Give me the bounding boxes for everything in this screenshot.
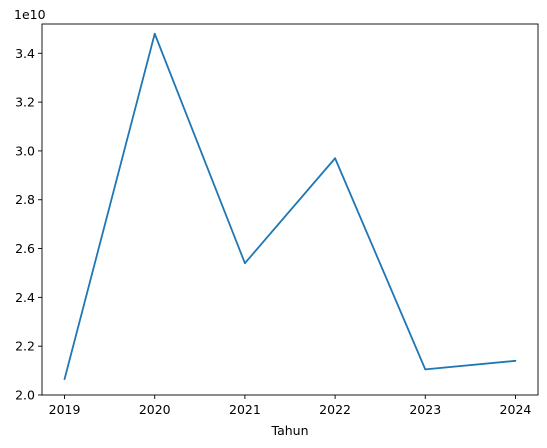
- series-line: [63, 32, 516, 380]
- y-tick-label: 3.0: [15, 143, 35, 158]
- x-tick-label: 2022: [319, 402, 351, 417]
- data-point: [153, 32, 156, 35]
- y-tick-label: 3.2: [15, 95, 35, 110]
- x-axis-ticks: 2019 2020 2021 2022 2023 2024: [49, 395, 532, 417]
- y-axis-ticks: 2.0 2.2 2.4 2.6 2.8 3.0 3.2 3.4: [15, 46, 42, 403]
- x-tick-label: 2020: [139, 402, 171, 417]
- y-tick-label: 2.6: [15, 241, 35, 256]
- y-axis-offset-label: 1e10: [14, 7, 46, 22]
- data-point: [334, 157, 336, 160]
- y-tick-label: 2.0: [15, 388, 35, 403]
- x-tick-label: 2024: [500, 402, 532, 417]
- data-point: [63, 378, 66, 381]
- y-tick-label: 2.8: [15, 192, 35, 207]
- x-tick-label: 2021: [229, 402, 261, 417]
- x-tick-label: 2023: [409, 402, 441, 417]
- x-axis-label: Tahun: [271, 423, 309, 438]
- x-tick-label: 2019: [49, 402, 81, 417]
- y-tick-label: 3.4: [15, 46, 35, 61]
- y-tick-label: 2.4: [15, 290, 35, 305]
- data-point: [424, 368, 427, 371]
- y-tick-label: 2.2: [15, 339, 35, 354]
- data-point: [514, 359, 517, 362]
- series-layer: [63, 32, 517, 381]
- data-point: [244, 262, 246, 265]
